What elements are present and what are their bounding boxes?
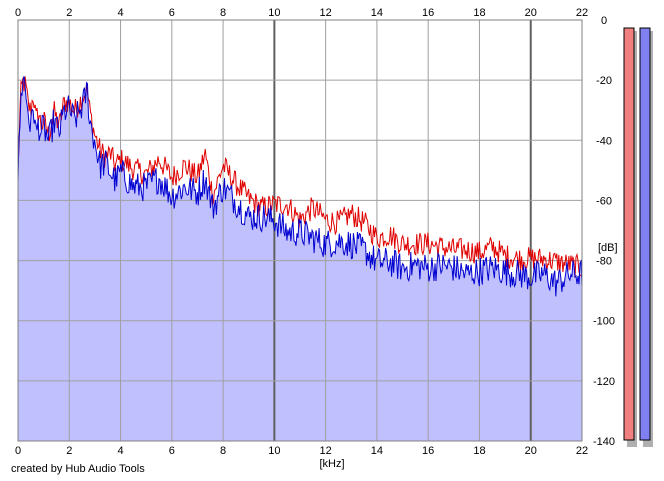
x-tick-label-top: 6 <box>169 7 175 19</box>
x-tick-label-top: 12 <box>320 7 332 19</box>
x-tick-label-bottom: 8 <box>220 445 226 457</box>
spectrum-area <box>18 76 582 442</box>
x-ticks-bottom: 0 2 4 6 8 10 12 14 16 18 20 22 <box>15 445 588 457</box>
x-tick-label-top: 22 <box>576 7 588 19</box>
plot-frame <box>17 19 583 442</box>
x-axis-label: [kHz] <box>319 458 344 470</box>
series-line-red <box>17 76 583 278</box>
x-tick-label-bottom: 16 <box>422 445 434 457</box>
y-ticks: 0 -20 -40 -60 -80 -100 -120 -140 <box>593 15 615 448</box>
y-tick-label: -20 <box>596 75 612 87</box>
x-tick-label-top: 2 <box>66 7 72 19</box>
x-tick-label-top: 8 <box>220 7 226 19</box>
x-tick-label-bottom: 4 <box>117 445 123 457</box>
x-tick-label-top: 0 <box>15 7 21 19</box>
x-ticks-top: 0 2 4 6 8 10 12 14 16 18 20 22 <box>15 7 588 19</box>
spectrum-fill <box>18 76 582 442</box>
x-tick-label-bottom: 14 <box>371 445 383 457</box>
y-tick-label: 0 <box>601 15 607 27</box>
x-tick-label-top: 4 <box>117 7 123 19</box>
credit-text: created by Hub Audio Tools <box>11 463 145 475</box>
x-tick-label-top: 18 <box>473 7 485 19</box>
y-axis-label: [dB] <box>598 242 618 254</box>
y-tick-label: -100 <box>593 316 615 328</box>
x-tick-label-bottom: 10 <box>268 445 280 457</box>
x-tick-label-top: 20 <box>525 7 537 19</box>
x-tick-label-bottom: 6 <box>169 445 175 457</box>
y-tick-label: -60 <box>596 195 612 207</box>
x-tick-label-bottom: 12 <box>320 445 332 457</box>
y-tick-label: -120 <box>593 376 615 388</box>
y-tick-label: -140 <box>593 436 615 448</box>
x-tick-label-top: 14 <box>371 7 383 19</box>
series-line-blue <box>17 76 583 297</box>
x-tick-label-top: 16 <box>422 7 434 19</box>
level-meter-right <box>639 27 651 441</box>
y-tick-label: -80 <box>596 256 612 268</box>
x-tick-label-bottom: 0 <box>15 445 21 457</box>
level-meter-left <box>623 27 635 441</box>
x-tick-label-bottom: 20 <box>525 445 537 457</box>
x-tick-label-bottom: 2 <box>66 445 72 457</box>
grid <box>18 20 582 441</box>
x-tick-label-bottom: 22 <box>576 445 588 457</box>
series-lines <box>17 76 583 297</box>
x-tick-label-top: 10 <box>268 7 280 19</box>
y-tick-label: -40 <box>596 135 612 147</box>
x-tick-label-bottom: 18 <box>473 445 485 457</box>
